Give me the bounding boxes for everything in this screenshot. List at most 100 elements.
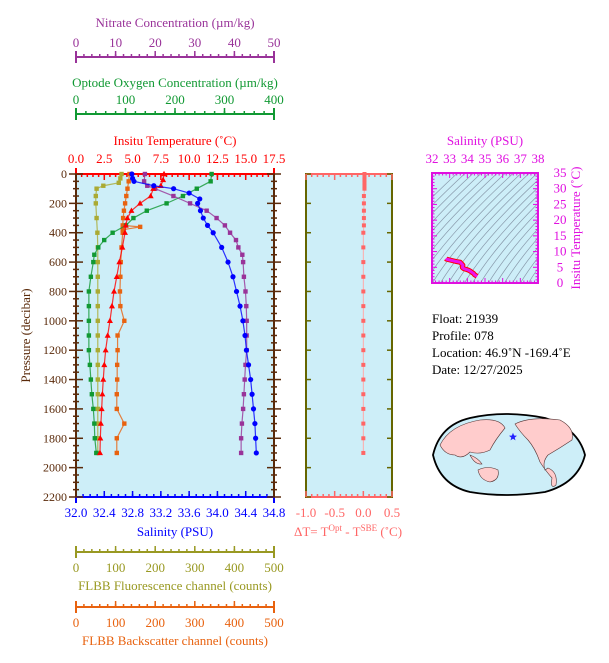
- pressure-tick-label: 1800: [43, 431, 67, 445]
- ts-y-tick-label: 5: [557, 259, 564, 274]
- delta-t-point: [361, 318, 366, 323]
- ts-y-tick-label: 25: [554, 196, 567, 211]
- temperature-point: [160, 176, 167, 183]
- backscatter-point: [118, 274, 123, 279]
- delta-t-point: [361, 348, 366, 353]
- oxygen-point: [92, 252, 97, 257]
- delta-t-point: [361, 223, 366, 228]
- float-location-star-icon: [509, 432, 517, 441]
- delta-t-title-sup-sbe: SBE: [361, 523, 378, 533]
- delta-t-point: [362, 186, 367, 191]
- delta-t-tick-label: 0.5: [384, 505, 400, 520]
- nitrate-point: [243, 362, 248, 368]
- salinity-point: [252, 420, 258, 427]
- oxygen-line: [88, 173, 213, 454]
- info-date: Date: 12/27/2025: [432, 362, 523, 377]
- ts-x-tick-label: 38: [532, 151, 545, 166]
- density-contour: [456, 187, 538, 283]
- nitrate-point: [204, 208, 209, 213]
- fluorescence-point: [101, 183, 106, 188]
- temperature-point: [128, 207, 135, 213]
- tick-label: 32.4: [93, 505, 116, 520]
- nitrate-point: [240, 252, 245, 257]
- density-contour: [480, 211, 538, 283]
- tick-label: 17.5: [263, 151, 286, 166]
- delta-t-point: [361, 260, 366, 265]
- salinity-point: [197, 208, 204, 214]
- fluorescence-axis: 0 100 200 300 400 500 FLBB Fluorescence channe…: [73, 546, 284, 593]
- delta-t-point: [361, 216, 366, 221]
- temperature-point: [97, 435, 104, 441]
- tick-label: 33.2: [149, 505, 172, 520]
- temperature-point: [119, 244, 126, 250]
- backscatter-axis-title: FLBB Backscatter channel (counts): [82, 633, 268, 648]
- tick-label: 300: [185, 560, 205, 575]
- oxygen-point: [89, 392, 95, 397]
- oxygen-point: [209, 171, 214, 177]
- backscatter-point: [122, 201, 128, 206]
- nitrate-series: [141, 171, 249, 456]
- delta-t-title-mid: - T: [342, 524, 361, 539]
- salinity-point: [249, 391, 255, 397]
- temperature-point: [98, 405, 105, 412]
- density-contour: [590, 137, 609, 287]
- delta-t-plot-area: [305, 173, 393, 498]
- map-land: [514, 418, 573, 487]
- tick-label: 500: [264, 615, 284, 630]
- nitrate-axis: 0 10 20 30 40 50 Nitrate Concentration (µm/kg): [73, 15, 281, 63]
- density-contour: [448, 179, 538, 283]
- delta-t-point: [361, 377, 366, 382]
- salinity-point: [219, 244, 225, 251]
- backscatter-point: [125, 186, 130, 191]
- density-contour: [432, 173, 483, 223]
- tick-label: 100: [116, 92, 136, 107]
- delta-t-point: [361, 450, 366, 455]
- nitrate-point: [241, 392, 247, 397]
- ts-y-axis-title: Insitu Temperature (˚C): [568, 166, 583, 289]
- delta-t-point: [361, 421, 366, 426]
- fluorescence-point: [95, 230, 100, 235]
- oxygen-point: [194, 186, 199, 191]
- tick-label: 0: [73, 615, 80, 630]
- delta-t-point: [361, 208, 366, 213]
- temperature-series: [96, 170, 168, 456]
- fluorescence-point: [95, 274, 100, 279]
- backscatter-point: [120, 223, 125, 228]
- nitrate-point: [238, 450, 244, 456]
- delta-t-point: [361, 245, 366, 250]
- tick-label: 100: [106, 615, 126, 630]
- fluorescence-point: [95, 362, 100, 368]
- nitrate-point: [214, 215, 219, 221]
- temperature-point: [99, 391, 106, 397]
- oxygen-axis-title: Optode Oxygen Concentration (µm/kg): [72, 75, 278, 90]
- delta-t-point: [361, 333, 366, 338]
- tick-label: 500: [264, 560, 284, 575]
- tick-label: 200: [145, 560, 165, 575]
- salinity-point: [195, 200, 201, 206]
- backscatter-axis: 0 100 200 300 400 500 FLBB Backscatter channel…: [73, 601, 284, 648]
- temperature-point: [97, 420, 104, 426]
- ts-x-tick-label: 33: [443, 151, 456, 166]
- nitrate-point: [171, 193, 176, 199]
- backscatter-point: [120, 215, 126, 221]
- backscatter-point: [114, 406, 119, 412]
- density-contour: [512, 246, 538, 283]
- map-land: [477, 467, 499, 483]
- salinity-point: [131, 178, 137, 184]
- backscatter-series: [114, 171, 143, 456]
- delta-t-point: [361, 274, 366, 279]
- pressure-tick-label: 200: [49, 196, 67, 210]
- delta-t-point: [361, 304, 366, 309]
- nitrate-point: [233, 237, 239, 243]
- salinity-point: [243, 347, 250, 353]
- density-contour: [472, 202, 538, 283]
- delta-t-tick-label: -0.5: [324, 505, 345, 520]
- delta-t-title-unit: (˚C): [377, 524, 402, 539]
- temperature-point: [101, 361, 108, 368]
- delta-t-axis-title: ΔT= TOpt - TSBE (˚C): [294, 523, 402, 539]
- backscatter-point: [120, 230, 125, 235]
- backscatter-point: [114, 362, 120, 368]
- delta-t-point: [361, 362, 366, 367]
- tick-label: 50: [268, 35, 281, 50]
- density-contour: [432, 173, 491, 232]
